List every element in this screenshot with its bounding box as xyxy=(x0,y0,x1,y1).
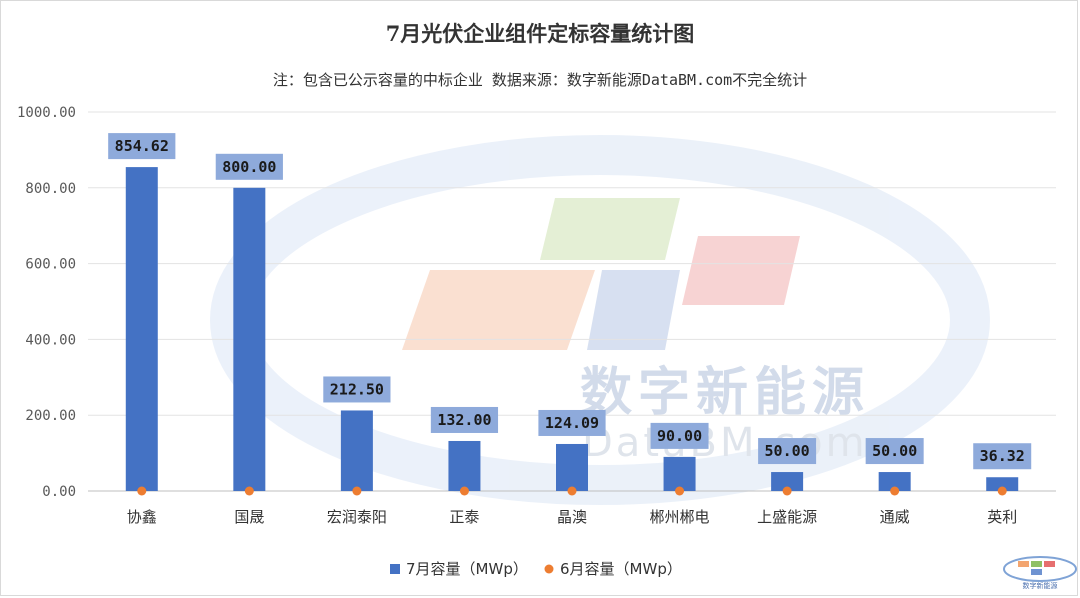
corner-logo-tile-3 xyxy=(1044,561,1055,567)
point-jun xyxy=(997,486,1007,496)
chart-title: 7月光伏企业组件定标容量统计图 xyxy=(385,21,695,46)
data-label-box xyxy=(215,153,283,180)
point-jun xyxy=(244,486,254,496)
point-jun xyxy=(137,486,147,496)
x-category-label: 晶澳 xyxy=(557,508,587,526)
data-label: 132.00 xyxy=(437,411,491,429)
data-label: 90.00 xyxy=(657,427,702,445)
watermark-tile-red xyxy=(682,236,800,305)
point-jun xyxy=(890,486,900,496)
point-jun xyxy=(459,486,469,496)
x-category-label: 上盛能源 xyxy=(757,508,817,526)
corner-logo-tile-4 xyxy=(1031,569,1042,575)
chart-subtitle: 注：包含已公示容量的中标企业 数据来源：数字新能源DataBM.com不完全统计 xyxy=(272,71,808,89)
x-category-label: 国晟 xyxy=(234,508,264,526)
x-category-label: 宏润泰阳 xyxy=(327,508,387,526)
corner-logo: 数字新能源 xyxy=(1003,556,1077,590)
watermark-text-cn: 数字新能源 xyxy=(580,363,870,423)
bar xyxy=(125,167,158,492)
x-category-label: 协鑫 xyxy=(127,508,157,526)
data-label: 800.00 xyxy=(222,158,276,176)
data-label: 124.09 xyxy=(545,414,599,432)
point-jun xyxy=(567,486,577,496)
y-tick-label: 0.00 xyxy=(42,484,76,500)
watermark-text-en: DataBM.com xyxy=(582,420,868,466)
y-axis-ticks: 0.00 200.00 400.00 600.00 800.00 1000.00 xyxy=(17,105,76,500)
bar xyxy=(233,187,266,492)
point-jun xyxy=(352,486,362,496)
y-tick-label: 600.00 xyxy=(25,257,76,273)
legend-label-jun: 6月容量（MWp） xyxy=(560,560,682,578)
corner-logo-tile-2 xyxy=(1031,561,1042,567)
legend-swatch-jun xyxy=(544,564,554,574)
point-jun xyxy=(675,486,685,496)
legend-label-jul: 7月容量（MWp） xyxy=(406,560,528,578)
legend: 7月容量（MWp） 6月容量（MWp） xyxy=(390,560,682,578)
watermark-tile-orange xyxy=(402,270,595,350)
data-label: 36.32 xyxy=(980,447,1025,465)
data-label-box xyxy=(865,438,924,465)
data-label: 854.62 xyxy=(115,137,169,155)
point-layer xyxy=(137,486,1007,496)
bar xyxy=(448,440,481,491)
x-category-label: 郴州郴电 xyxy=(650,508,710,526)
bar-layer xyxy=(125,167,1019,492)
y-tick-label: 400.00 xyxy=(25,332,76,348)
x-category-label: 正泰 xyxy=(449,508,479,526)
data-label-layer: 854.62 800.00 212.50 132.00 124.09 90.00 50.00… xyxy=(108,133,1032,470)
bar xyxy=(986,477,1019,491)
bar xyxy=(556,443,588,491)
watermark-swoosh xyxy=(210,135,990,505)
watermark-tile-green xyxy=(540,198,680,260)
legend-swatch-jul xyxy=(390,564,400,574)
x-category-label: 英利 xyxy=(987,508,1017,526)
data-label-box xyxy=(758,438,817,465)
data-label-box xyxy=(430,406,499,433)
watermark-tile-blue xyxy=(587,270,680,350)
x-category-label: 通威 xyxy=(880,508,910,526)
data-label-box xyxy=(650,422,709,449)
data-label: 212.50 xyxy=(330,380,384,398)
data-label: 50.00 xyxy=(872,442,917,460)
x-axis-categories: 协鑫 国晟 宏润泰阳 正泰 晶澳 郴州郴电 上盛能源 通威 英利 xyxy=(127,508,1017,526)
corner-logo-caption: 数字新能源 xyxy=(1023,581,1058,590)
y-tick-label: 800.00 xyxy=(25,181,76,197)
bar xyxy=(663,456,696,491)
y-tick-label: 1000.00 xyxy=(17,105,76,121)
point-jun xyxy=(782,486,792,496)
corner-logo-ring xyxy=(1003,556,1077,582)
y-tick-label: 200.00 xyxy=(25,408,76,424)
data-label: 50.00 xyxy=(765,442,810,460)
data-label-box xyxy=(108,133,176,160)
watermark: 数字新能源 DataBM.com xyxy=(210,135,990,505)
bar xyxy=(771,472,804,491)
bar xyxy=(340,410,373,491)
data-label-box xyxy=(973,443,1032,470)
data-label-box xyxy=(323,376,391,403)
data-label-box xyxy=(538,409,606,436)
corner-logo-tile-1 xyxy=(1018,561,1029,567)
bar xyxy=(878,472,911,491)
